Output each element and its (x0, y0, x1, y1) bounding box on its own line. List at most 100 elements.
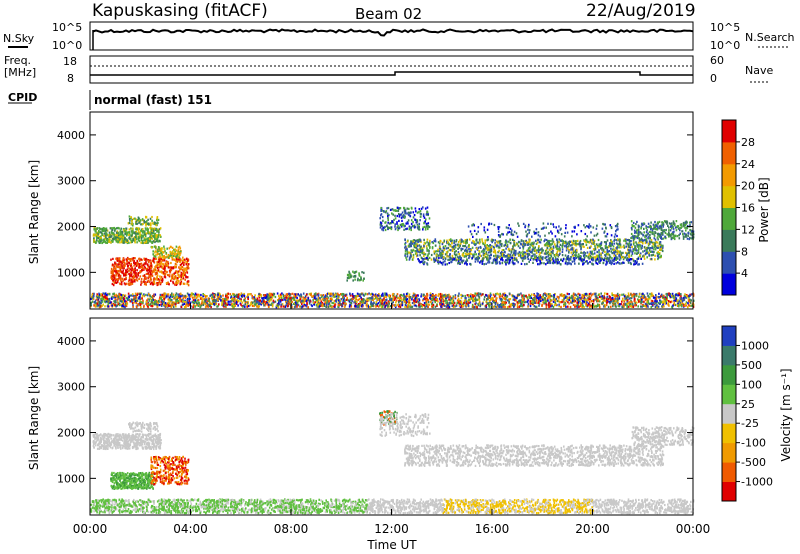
range-cell (526, 300, 529, 303)
range-cell (379, 300, 381, 303)
range-cell (493, 295, 496, 298)
range-cell (172, 255, 175, 258)
range-cell (394, 304, 396, 307)
range-cell (404, 225, 406, 228)
range-cell (596, 305, 598, 308)
range-cell (341, 293, 343, 296)
range-cell (447, 306, 449, 309)
range-cell (358, 279, 361, 282)
range-cell (168, 266, 171, 269)
range-cell (284, 295, 286, 298)
range-cell (579, 301, 582, 304)
range-cell (257, 303, 260, 306)
range-cell (516, 301, 519, 304)
range-cell (139, 266, 141, 269)
range-cell (474, 292, 476, 295)
range-cell (324, 302, 327, 305)
range-cell (208, 304, 210, 307)
range-cell (387, 206, 390, 210)
range-cell (481, 302, 484, 305)
range-cell (240, 294, 243, 298)
range-cell (410, 219, 413, 222)
range-cell (157, 256, 160, 259)
range-cell (467, 303, 470, 306)
range-cell (487, 302, 489, 305)
range-cell (140, 278, 143, 281)
range-cell (512, 294, 514, 297)
range-cell (620, 303, 622, 306)
range-cell (229, 293, 232, 296)
range-cell (158, 266, 161, 269)
range-cell (542, 294, 545, 297)
range-cell (189, 297, 191, 301)
range-cell (378, 293, 380, 296)
range-cell (148, 280, 151, 283)
range-cell (147, 228, 149, 231)
range-cell (200, 293, 202, 297)
range-cell (334, 303, 336, 306)
range-cell (548, 296, 550, 299)
range-cell (313, 303, 315, 306)
range-cell (394, 214, 396, 217)
range-cell (105, 236, 107, 239)
nsky-panel: N.Sky 10^5 10^0 10^5 10^0 N.Search (3, 21, 795, 52)
range-cell (290, 303, 293, 307)
range-cell (139, 234, 141, 237)
range-cell (328, 292, 330, 295)
range-cell (619, 303, 621, 306)
range-cell (501, 294, 504, 297)
range-cell (140, 241, 142, 244)
range-cell (506, 306, 509, 309)
range-cell (623, 300, 626, 303)
range-cell (555, 303, 558, 306)
range-cell (563, 301, 566, 304)
range-cell (508, 292, 511, 295)
range-cell (108, 235, 110, 238)
range-cell (582, 245, 584, 248)
range-cell (149, 273, 152, 276)
range-cell (157, 246, 160, 249)
range-cell (391, 305, 393, 308)
range-cell (167, 298, 170, 301)
range-cell (124, 283, 127, 286)
range-cell (175, 294, 177, 297)
range-cell (175, 263, 178, 266)
range-cell (400, 303, 402, 306)
range-cell (411, 298, 413, 301)
range-cell (604, 304, 606, 307)
range-cell (134, 262, 136, 265)
range-cell (272, 303, 274, 306)
range-cell (112, 232, 115, 235)
range-cell (582, 304, 584, 307)
range-cell (683, 296, 686, 299)
range-cell (137, 304, 140, 307)
range-cell (168, 270, 171, 273)
range-cell (574, 296, 577, 299)
range-cell (112, 279, 114, 282)
range-cell (347, 299, 350, 302)
range-cell (217, 305, 219, 308)
range-cell (234, 297, 236, 300)
range-cell (413, 304, 416, 307)
range-cell (151, 232, 153, 235)
range-cell (685, 296, 688, 299)
range-cell (475, 299, 477, 302)
range-cell (361, 301, 364, 304)
range-cell (184, 296, 187, 299)
range-cell (465, 242, 467, 245)
range-cell (490, 306, 493, 309)
range-cell (135, 264, 138, 267)
nave-tick-bottom: 0 (710, 72, 717, 85)
range-cell (445, 301, 447, 305)
range-cell (205, 298, 208, 301)
range-cell (115, 281, 117, 284)
range-cell (133, 297, 136, 300)
range-cell (379, 304, 381, 307)
range-cell (160, 303, 162, 306)
range-cell (457, 294, 460, 297)
range-cell (101, 304, 103, 307)
range-cell (691, 293, 693, 296)
range-cell (595, 298, 597, 301)
range-cell (182, 256, 184, 259)
range-cell (185, 267, 187, 270)
